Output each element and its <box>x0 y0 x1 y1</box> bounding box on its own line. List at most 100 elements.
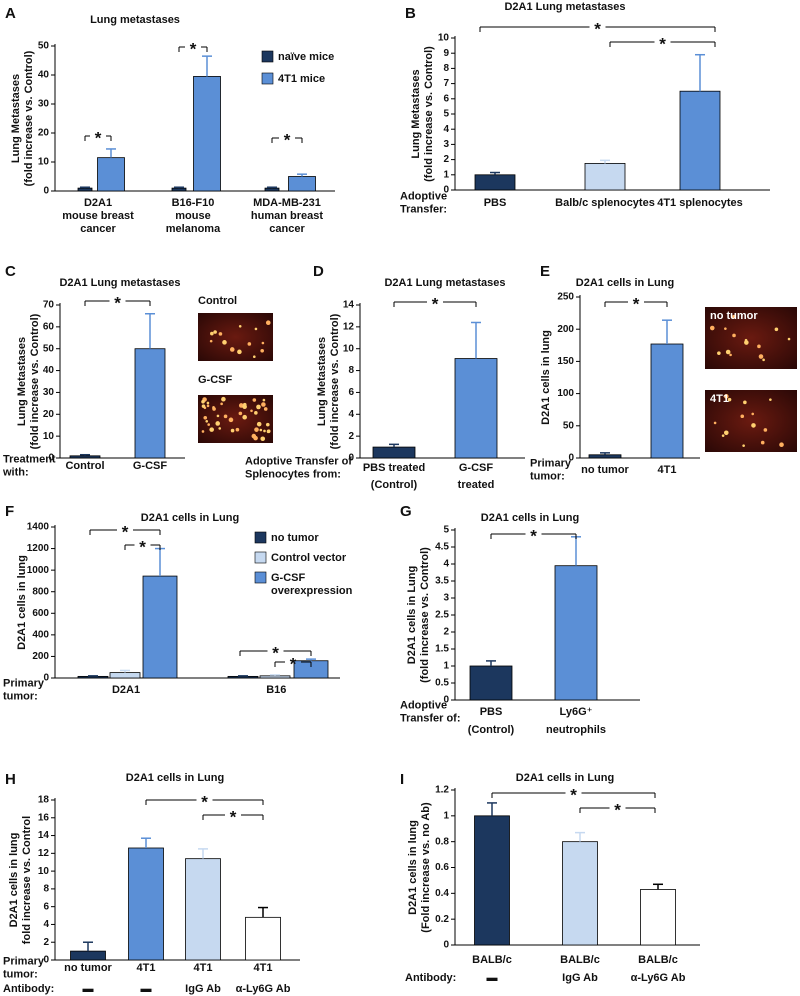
row-label: Adoptive <box>400 190 447 202</box>
error-bar <box>486 660 496 666</box>
bracket <box>202 814 264 820</box>
significance-star: * <box>190 39 197 58</box>
y-tick-label: 0 <box>43 955 49 966</box>
y-tick-label: 0 <box>443 940 449 951</box>
x-tick-label: B16 <box>266 684 286 696</box>
y-tick-label: 40 <box>38 70 50 81</box>
x-tick-label: cancer <box>269 223 305 235</box>
bracket <box>479 26 716 32</box>
error-bar <box>106 148 116 158</box>
micrograph-cell <box>238 411 243 416</box>
x-tick-label: ▬ <box>487 972 498 984</box>
error-bar <box>389 443 399 448</box>
y-tick-label: 5 <box>443 525 449 536</box>
y-tick-label: 2 <box>43 937 49 948</box>
significance-star: * <box>230 807 237 826</box>
y-axis-label: (fold increase vs. Control) <box>29 313 41 449</box>
significance-star: * <box>530 526 537 545</box>
y-tick-label: 4 <box>443 124 449 135</box>
image-label: no tumor <box>710 310 758 322</box>
error-bar <box>145 312 155 349</box>
y-axis-label: (Fold increase vs. no Ab) <box>420 802 432 933</box>
error-bar <box>88 675 98 677</box>
chart-title: D2A1 Lung metastases <box>59 277 180 289</box>
micrograph-cell <box>215 421 221 426</box>
micrograph-cell <box>762 358 765 362</box>
row-label: Treatment <box>3 453 56 465</box>
y-tick-label: 10 <box>343 343 355 354</box>
x-tick-label: IgG Ab <box>562 972 598 984</box>
y-axis-label: Lung Metastases <box>16 337 28 426</box>
micrograph-cell <box>774 327 779 332</box>
y-tick-label: 20 <box>38 128 50 139</box>
bar <box>264 187 280 192</box>
micrograph-cell <box>256 421 262 427</box>
y-axis-label: D2A1 cells in Lung <box>406 566 418 664</box>
bar <box>259 675 291 679</box>
y-tick-label: 3 <box>443 139 449 150</box>
x-tick-label: G-CSF <box>459 462 494 474</box>
micrograph-cell <box>259 428 263 432</box>
y-axis-label: Lung Metastases <box>410 69 422 158</box>
micrograph-cell <box>727 397 732 402</box>
micrograph-cell <box>213 330 217 334</box>
micrograph-cell <box>743 400 747 405</box>
panel-letter: G <box>400 503 412 520</box>
micrograph-cell <box>201 430 205 433</box>
bar <box>77 675 109 679</box>
bar <box>70 950 106 961</box>
micrograph <box>198 395 273 443</box>
x-tick-label: D2A1 <box>112 684 140 696</box>
y-tick-label: 14 <box>38 830 50 841</box>
bar <box>69 455 101 459</box>
y-tick-label: 6 <box>443 93 449 104</box>
micrograph-cell <box>769 398 772 401</box>
micrograph-cell <box>228 417 234 423</box>
y-tick-label: 8 <box>443 63 449 74</box>
row-label: Splenocytes from: <box>245 468 341 480</box>
micrograph-cell <box>751 423 756 428</box>
bracket <box>490 533 577 539</box>
micrograph-cell <box>744 340 749 345</box>
y-tick-label: 0 <box>348 453 354 464</box>
row-label: Antibody: <box>405 972 456 984</box>
micrograph-cell <box>206 404 210 408</box>
row-label: Primary <box>530 457 572 469</box>
bar <box>185 858 221 961</box>
y-tick-label: 3 <box>443 593 449 604</box>
micrograph-cell <box>757 344 761 349</box>
y-tick-label: 0 <box>443 695 449 706</box>
y-axis-label: D2A1 cells in lung <box>540 330 552 425</box>
micrograph-cell <box>261 402 266 407</box>
y-tick-label: 1 <box>443 661 449 672</box>
error-bar <box>80 453 90 456</box>
micrograph-cell <box>265 422 270 427</box>
bar <box>134 348 166 459</box>
error-bar <box>487 802 497 816</box>
bracket <box>491 792 656 798</box>
y-tick-label: 20 <box>43 409 55 420</box>
y-tick-label: 40 <box>43 365 55 376</box>
x-tick-label: B16-F10 <box>172 197 215 209</box>
row-label: Adoptive <box>400 699 447 711</box>
y-tick-label: 0.6 <box>435 862 449 873</box>
micrograph-cell <box>787 337 791 341</box>
micrograph-cell <box>209 427 214 432</box>
micrograph-cell <box>242 404 247 410</box>
x-tick-label: (Control) <box>468 724 515 736</box>
panel-letter: A <box>5 5 16 22</box>
error-bar <box>695 53 705 92</box>
panel-letter: E <box>540 263 550 280</box>
micrograph-cell <box>758 354 764 359</box>
y-tick-label: 0 <box>43 186 49 197</box>
bracket <box>239 650 312 656</box>
y-tick-label: 1.2 <box>435 785 449 796</box>
chart-title: D2A1 Lung metastases <box>384 277 505 289</box>
y-tick-label: 10 <box>38 157 50 168</box>
panel-letter: I <box>400 771 404 788</box>
y-tick-label: 0.4 <box>435 888 449 899</box>
micrograph-cell <box>261 341 265 345</box>
y-tick-label: 1000 <box>27 565 50 576</box>
micrograph-cell <box>229 347 235 352</box>
